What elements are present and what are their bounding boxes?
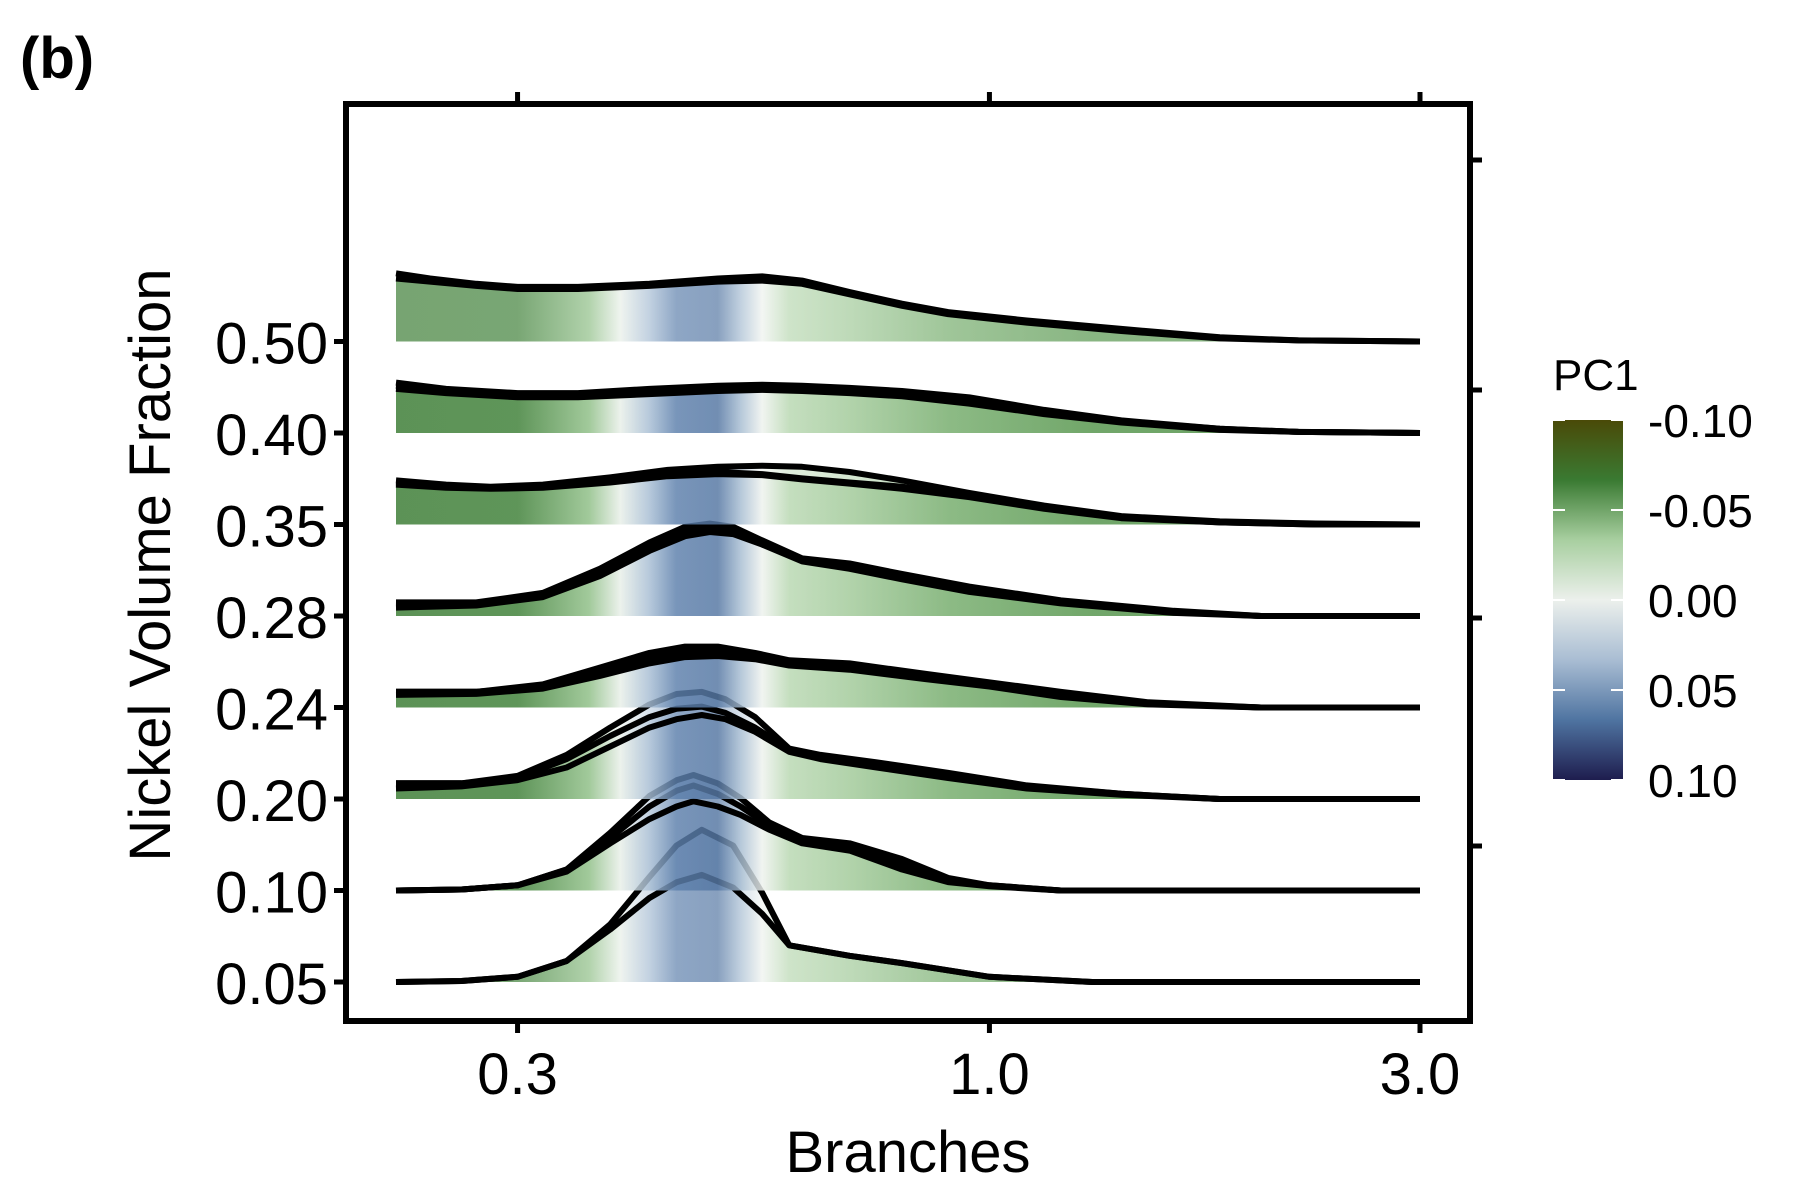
legend-tick-label: -0.05: [1648, 485, 1753, 537]
y-tick-label: 0.05: [215, 952, 328, 1017]
y-tick-label: 0.40: [215, 403, 328, 468]
x-axis-ticks: 0.3 1.0 3.0: [477, 1021, 1460, 1107]
ridge-area: [396, 874, 1420, 982]
ridge-group: [395, 772, 1420, 894]
x-axis-title: Branches: [785, 1120, 1030, 1185]
y-tick-label: 0.35: [215, 495, 328, 560]
y-tick-label: 0.10: [215, 861, 328, 926]
right-axis-ticks: [1470, 157, 1482, 849]
x-tick-label: 3.0: [1380, 1042, 1461, 1107]
ridge-line: [395, 385, 1421, 436]
ridge-line: [395, 471, 1420, 528]
ridge-group: [395, 643, 1420, 711]
ridge-group: [395, 379, 1421, 436]
ridge-line: [395, 712, 1420, 802]
ridges-layer: [395, 270, 1421, 985]
ridge-line: [395, 798, 1420, 894]
ridge-area: [396, 829, 1420, 982]
legend-tick-label: -0.10: [1648, 395, 1753, 447]
y-tick-label: 0.24: [215, 678, 328, 743]
y-tick-label: 0.20: [215, 769, 328, 834]
y-axis-ticks: 0.05 0.10 0.20 0.24 0.28 0.35 0.40 0.50: [215, 312, 346, 1017]
ridge-line: [395, 653, 1420, 711]
ridge-area: [396, 656, 1420, 708]
ridge-area: [396, 278, 1420, 342]
panel-label: (b): [20, 26, 94, 91]
ridge-line: [395, 275, 1421, 345]
legend-tick-label: 0.00: [1648, 575, 1738, 627]
ridge-group: [395, 270, 1421, 345]
y-axis-title: Nickel Volume Fraction: [118, 268, 183, 861]
plot-frame: [343, 101, 1473, 1024]
ridge-group: [395, 462, 1421, 528]
y-tick-label: 0.28: [215, 586, 328, 651]
ridge-area: [396, 474, 1420, 525]
color-legend: PC1 -0.10 -0.05 0.00 0.05 0.10: [1553, 351, 1753, 807]
legend-tick-label: 0.05: [1648, 665, 1738, 717]
legend-tick-label: 0.10: [1648, 755, 1738, 807]
legend-title: PC1: [1553, 351, 1639, 400]
ridge-area: [396, 801, 1420, 891]
y-tick-label: 0.50: [215, 312, 328, 377]
x-tick-label: 1.0: [949, 1042, 1030, 1107]
ridge-line: [395, 529, 1420, 619]
top-axis-ticks: [515, 92, 1423, 104]
ridge-area: [396, 715, 1420, 799]
ridge-group: [395, 520, 1420, 619]
x-tick-label: 0.3: [477, 1042, 558, 1107]
ridge-group: [395, 826, 1420, 985]
ridge-group: [395, 688, 1420, 802]
ridge-area: [396, 388, 1420, 433]
ridge-line: [395, 826, 1420, 985]
legend-ticks: -0.10 -0.05 0.00 0.05 0.10: [1553, 395, 1753, 807]
